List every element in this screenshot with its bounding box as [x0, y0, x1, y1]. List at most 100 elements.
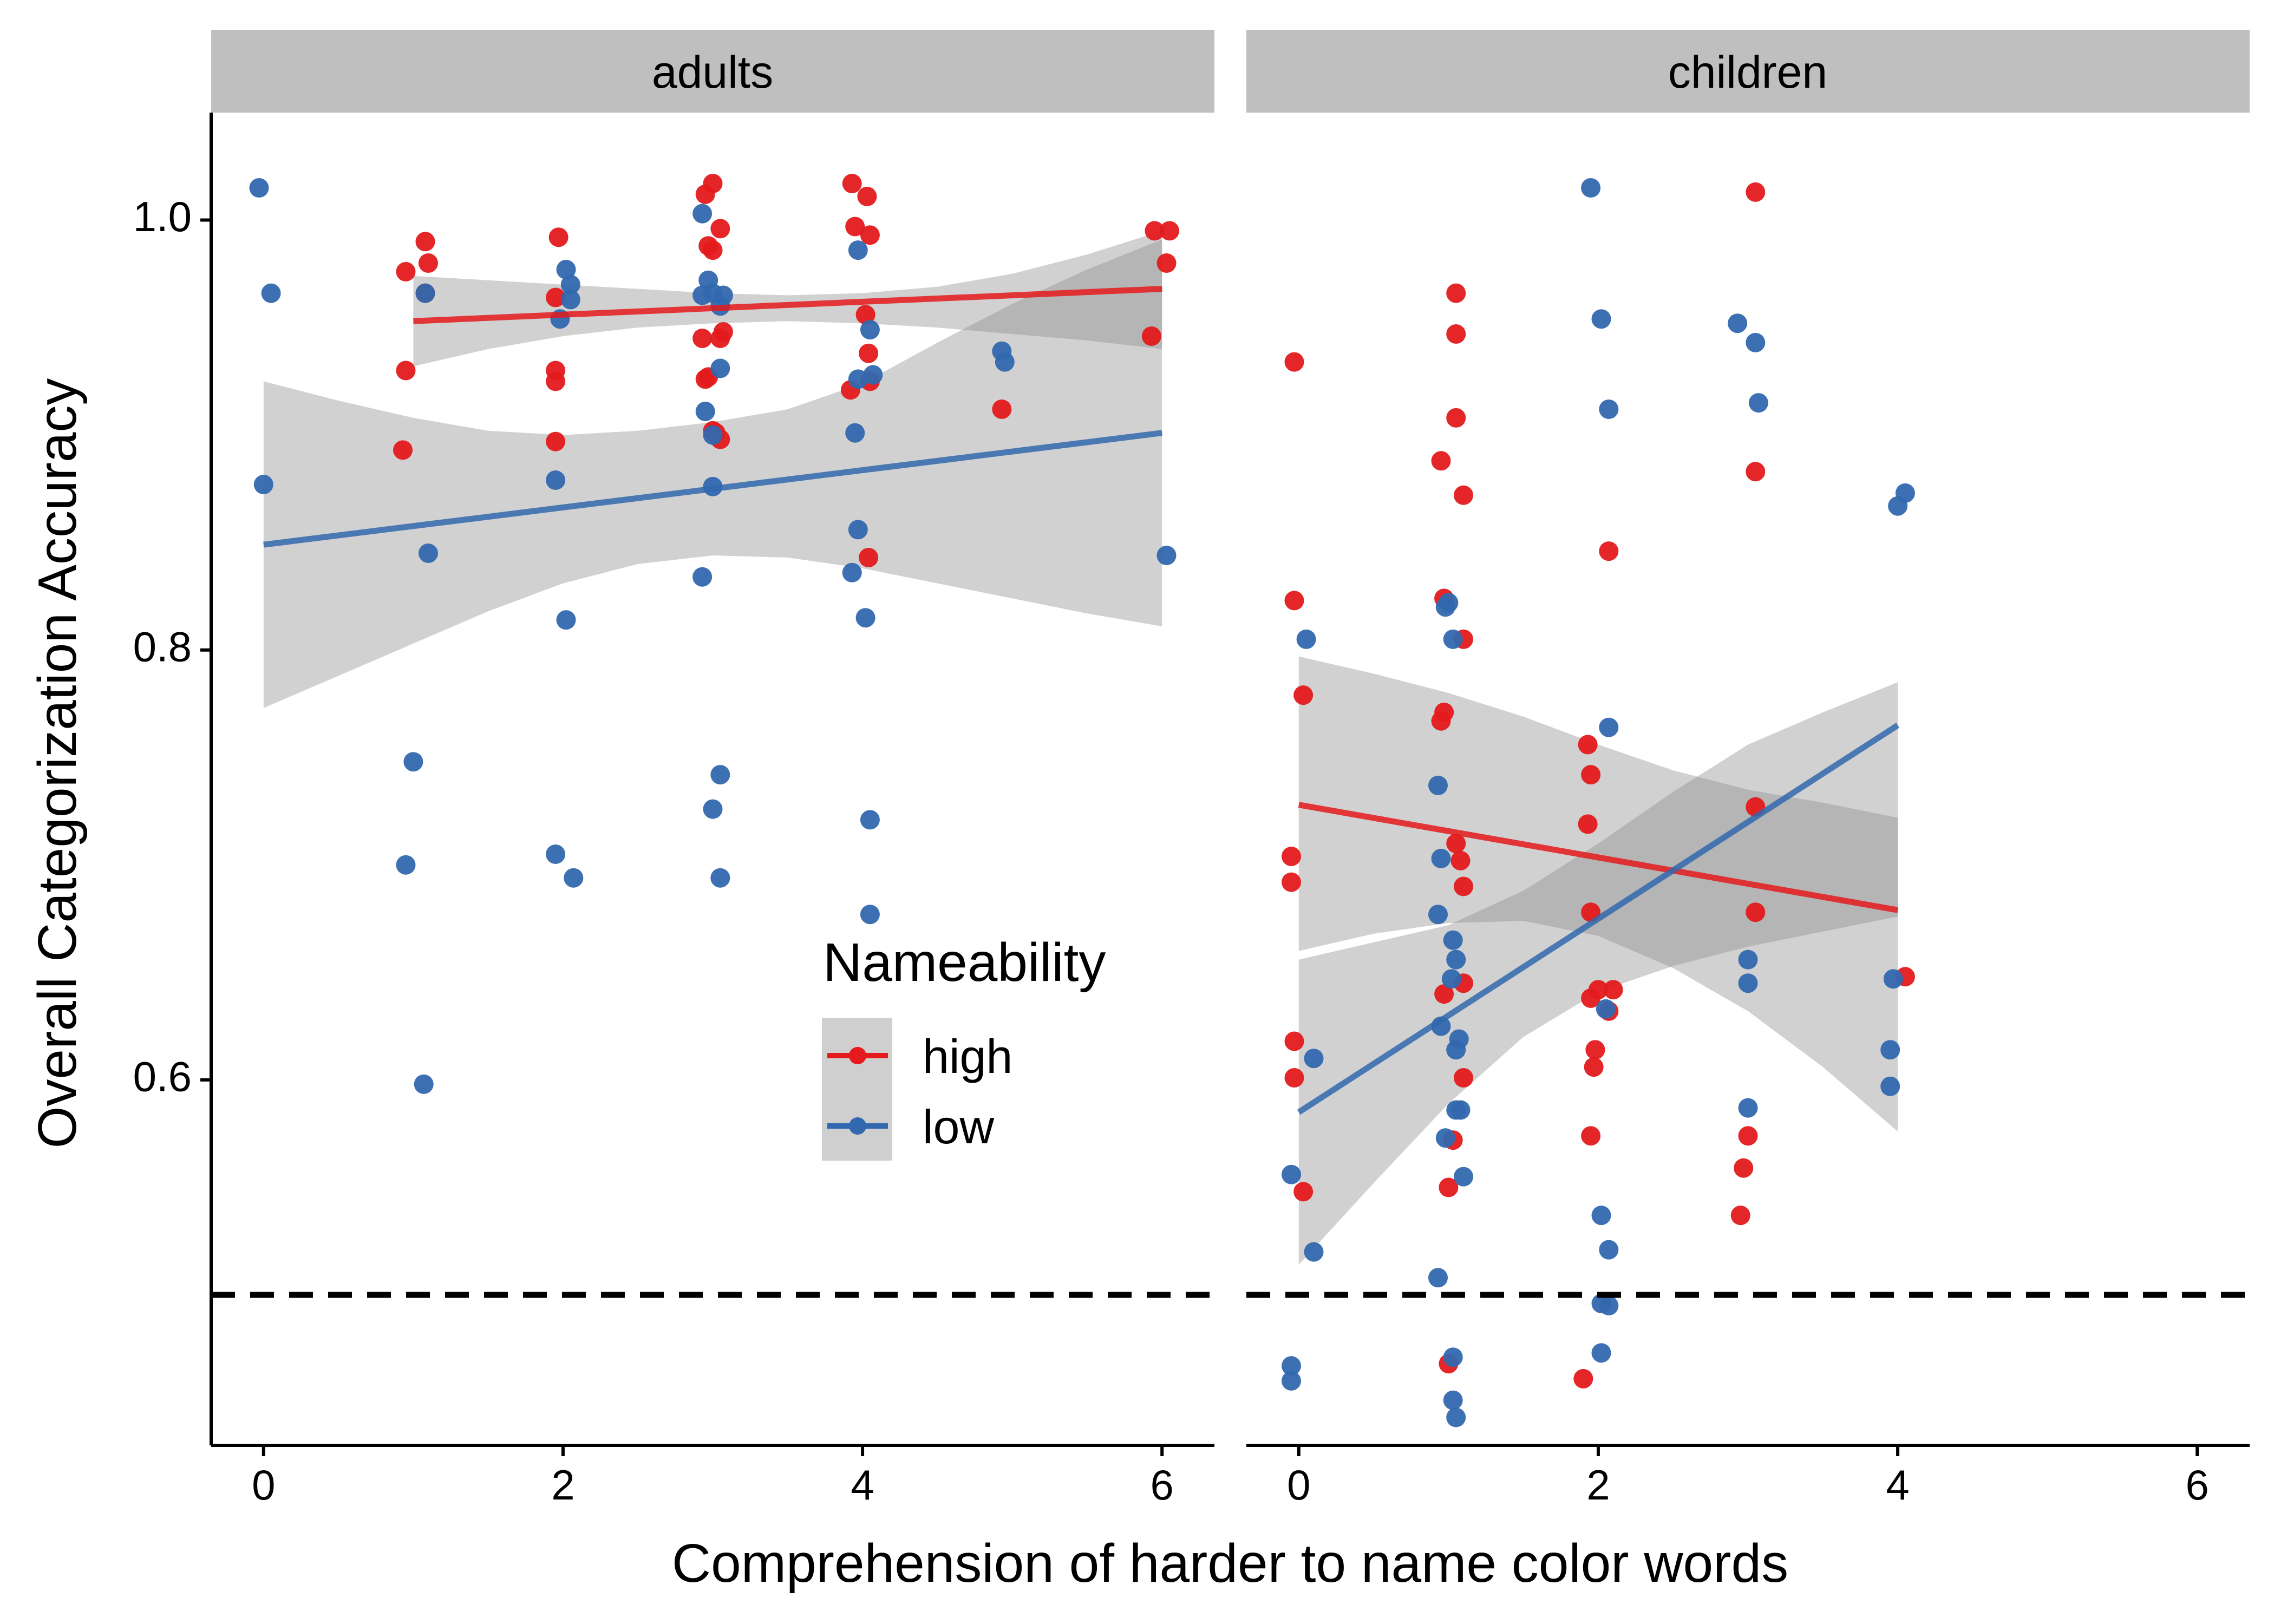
point-children-low — [1591, 1206, 1611, 1226]
point-adults-high — [845, 217, 865, 237]
legend-point-high — [849, 1047, 866, 1064]
point-children-low — [1599, 1240, 1619, 1260]
point-adults-low — [560, 274, 580, 294]
y-axis-title: Overall Categorization Accuracy — [27, 378, 88, 1149]
point-children-high — [1746, 902, 1766, 922]
point-children-low — [1446, 1407, 1466, 1427]
point-children-high — [1454, 1068, 1473, 1088]
point-children-low — [1454, 1167, 1473, 1187]
point-children-high — [1439, 1177, 1459, 1197]
point-children-high — [1284, 1068, 1304, 1088]
point-adults-low — [710, 765, 730, 785]
point-adults-high — [857, 186, 877, 206]
point-adults-high — [396, 261, 416, 281]
point-children-high — [1284, 352, 1304, 372]
point-adults-high — [1156, 253, 1177, 273]
point-children-low — [1428, 905, 1448, 925]
point-children-high — [1454, 485, 1473, 505]
point-children-low — [1596, 999, 1616, 1019]
point-children-low — [1428, 1268, 1448, 1288]
point-children-high — [1454, 876, 1473, 896]
point-adults-high — [419, 253, 438, 273]
point-adults-low — [863, 365, 883, 385]
legend-label-low: low — [923, 1100, 994, 1154]
x-axis-title: Comprehension of harder to name color wo… — [672, 1533, 1788, 1594]
point-children-low — [1591, 309, 1611, 329]
point-children-high — [1446, 283, 1466, 303]
point-adults-low — [695, 402, 715, 421]
point-adults-high — [842, 174, 862, 193]
point-children-low — [1435, 1128, 1455, 1148]
panel-children — [1246, 178, 2250, 1427]
x-tick-label: 4 — [1886, 1461, 1909, 1509]
point-children-high — [1282, 847, 1301, 866]
point-children-high — [1284, 1031, 1304, 1051]
point-adults-high — [713, 322, 733, 342]
x-tick-label: 4 — [851, 1461, 874, 1509]
point-children-high — [1578, 814, 1598, 834]
point-children-high — [1581, 988, 1601, 1008]
point-adults-low — [692, 285, 713, 305]
point-children-low — [1304, 1242, 1324, 1262]
point-adults-high — [1141, 326, 1161, 346]
point-children-low — [1431, 848, 1451, 868]
point-children-high — [1573, 1368, 1593, 1389]
point-children-high — [1446, 324, 1466, 344]
point-children-low — [1446, 949, 1466, 970]
point-children-low — [1738, 973, 1758, 993]
point-adults-low — [556, 610, 576, 630]
point-children-high — [1730, 1206, 1750, 1226]
point-adults-low — [860, 905, 880, 925]
point-adults-low — [415, 283, 435, 303]
point-adults-low — [855, 608, 875, 628]
point-children-high — [1738, 1126, 1758, 1146]
point-children-low — [1599, 717, 1619, 737]
point-adults-low — [995, 352, 1015, 372]
point-adults-low — [249, 178, 269, 198]
strip-children: children — [1246, 30, 2250, 113]
legend-point-low — [849, 1117, 866, 1135]
point-adults-low — [710, 868, 730, 888]
point-adults-low — [842, 562, 862, 582]
fit-line-adults-high — [413, 286, 1162, 324]
point-children-high — [1584, 1057, 1604, 1077]
fit-line-adults-low — [263, 430, 1162, 548]
point-children-low — [1888, 496, 1908, 516]
point-adults-low — [710, 358, 730, 378]
ribbon-adults-high — [413, 231, 1162, 366]
point-children-high — [1585, 1040, 1605, 1060]
point-adults-low — [860, 810, 880, 830]
point-children-low — [1883, 969, 1903, 989]
point-children-high — [1293, 685, 1314, 705]
point-adults-low — [848, 369, 868, 389]
point-children-low — [1443, 930, 1463, 950]
point-adults-high — [546, 371, 566, 391]
x-tick-label: 0 — [1287, 1461, 1310, 1509]
point-adults-low — [419, 543, 438, 563]
point-children-low — [1282, 1164, 1301, 1184]
point-adults-low — [692, 204, 713, 224]
point-adults-high — [393, 440, 413, 460]
point-children-high — [1746, 182, 1766, 202]
point-adults-high — [855, 305, 875, 325]
point-children-low — [1443, 1347, 1463, 1367]
point-adults-low — [556, 259, 576, 279]
point-adults-low — [546, 470, 566, 490]
point-children-low — [1282, 1356, 1301, 1376]
point-children-high — [1578, 735, 1598, 755]
point-adults-high — [396, 361, 416, 381]
legend-label-high: high — [923, 1030, 1012, 1083]
legend-key-low — [827, 1117, 888, 1135]
y-tick-label: 1.0 — [133, 193, 192, 240]
point-adults-low — [692, 567, 713, 587]
legend: Nameability high low — [822, 932, 1106, 1161]
point-adults-high — [703, 174, 723, 193]
point-adults-low — [403, 752, 423, 772]
point-children-low — [1441, 969, 1461, 989]
point-children-low — [1746, 332, 1766, 352]
point-adults-low — [848, 520, 868, 540]
point-children-high — [1293, 1182, 1314, 1202]
point-children-high — [1603, 980, 1623, 1000]
strip-label-children: children — [1668, 47, 1827, 97]
point-children-low — [1591, 1343, 1611, 1363]
